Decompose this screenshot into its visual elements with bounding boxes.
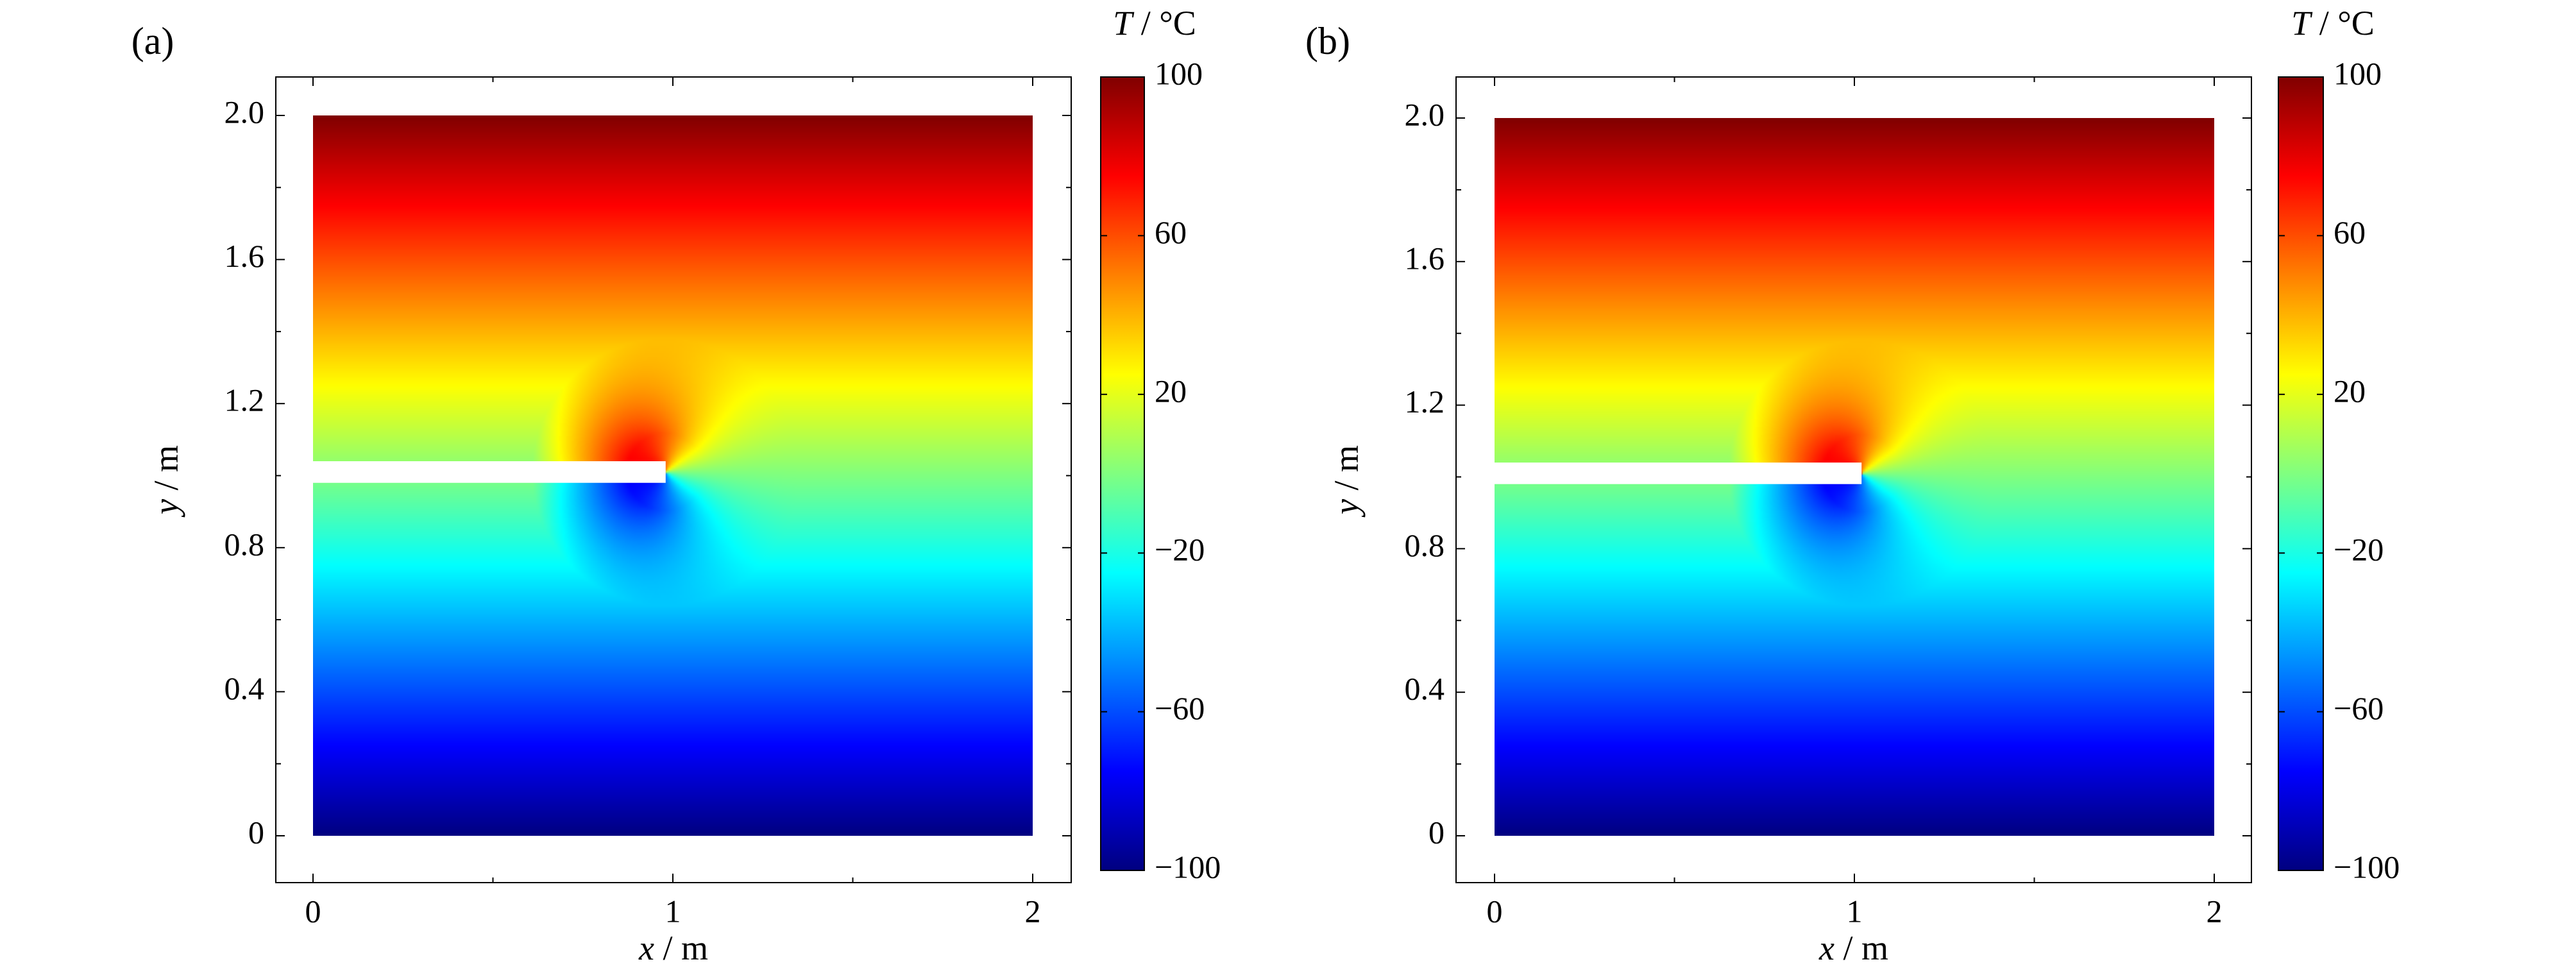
y-axis-label: y / m — [1327, 445, 1366, 518]
y-tick-label: 1.6 — [225, 238, 265, 274]
colorbar-tick-label: 20 — [2334, 373, 2366, 409]
y-tick-label: 1.2 — [1405, 384, 1445, 419]
y-tick-label: 0.8 — [1405, 527, 1445, 563]
y-tick-label: 0.8 — [225, 526, 265, 562]
colorbar-tick-label: 20 — [1155, 373, 1187, 409]
colorbar-label: T / °C — [2291, 4, 2375, 42]
colorbar-tick-label: −60 — [2334, 690, 2384, 726]
colorbar — [2278, 76, 2324, 871]
colorbar-tick-label: −60 — [1155, 690, 1205, 726]
colorbar-tick-label: 60 — [2334, 214, 2366, 250]
y-tick-label: 0 — [1428, 814, 1445, 850]
crack — [313, 461, 666, 483]
x-tick-label: 2 — [1025, 893, 1041, 929]
panel-label: (a) — [131, 20, 174, 62]
y-tick-label: 2.0 — [225, 94, 265, 130]
y-tick-label: 0 — [248, 814, 264, 850]
panel-label: (b) — [1305, 20, 1350, 62]
colorbar — [1100, 76, 1145, 871]
y-tick-label: 1.2 — [225, 382, 265, 418]
y-tick-label: 2.0 — [1405, 96, 1445, 132]
x-tick-label: 0 — [1487, 893, 1503, 929]
x-tick-label: 1 — [1847, 893, 1863, 929]
panel-b: (b)0 1 200.40.81.21.62.0x / my / m1006020−… — [1305, 4, 2400, 966]
y-tick-label: 1.6 — [1405, 240, 1445, 276]
colorbar-tick-label: 60 — [1155, 214, 1187, 250]
colorbar-label: T / °C — [1113, 4, 1196, 42]
x-tick-label: 0 — [305, 893, 321, 929]
crack — [1495, 462, 1862, 484]
colorbar-tick-label: −20 — [1155, 532, 1205, 568]
x-tick-label: 2 — [2207, 893, 2223, 929]
colorbar-tick-label: −100 — [2334, 849, 2400, 885]
y-tick-label: 0.4 — [225, 670, 265, 706]
x-axis-label: x / m — [638, 929, 708, 966]
y-axis-label: y / m — [147, 445, 185, 518]
colorbar-tick-label: 100 — [1155, 55, 1203, 91]
colorbar-tick-label: 100 — [2334, 55, 2382, 91]
panel-a: (a)0 1 200.40.81.21.62.0x / my / m1006020−… — [131, 4, 1221, 966]
x-tick-label: 1 — [665, 893, 681, 929]
colorbar-tick-label: −100 — [1155, 849, 1221, 885]
colorbar-tick-label: −20 — [2334, 532, 2384, 568]
y-tick-label: 0.4 — [1405, 671, 1445, 707]
x-axis-label: x / m — [1818, 929, 1888, 966]
